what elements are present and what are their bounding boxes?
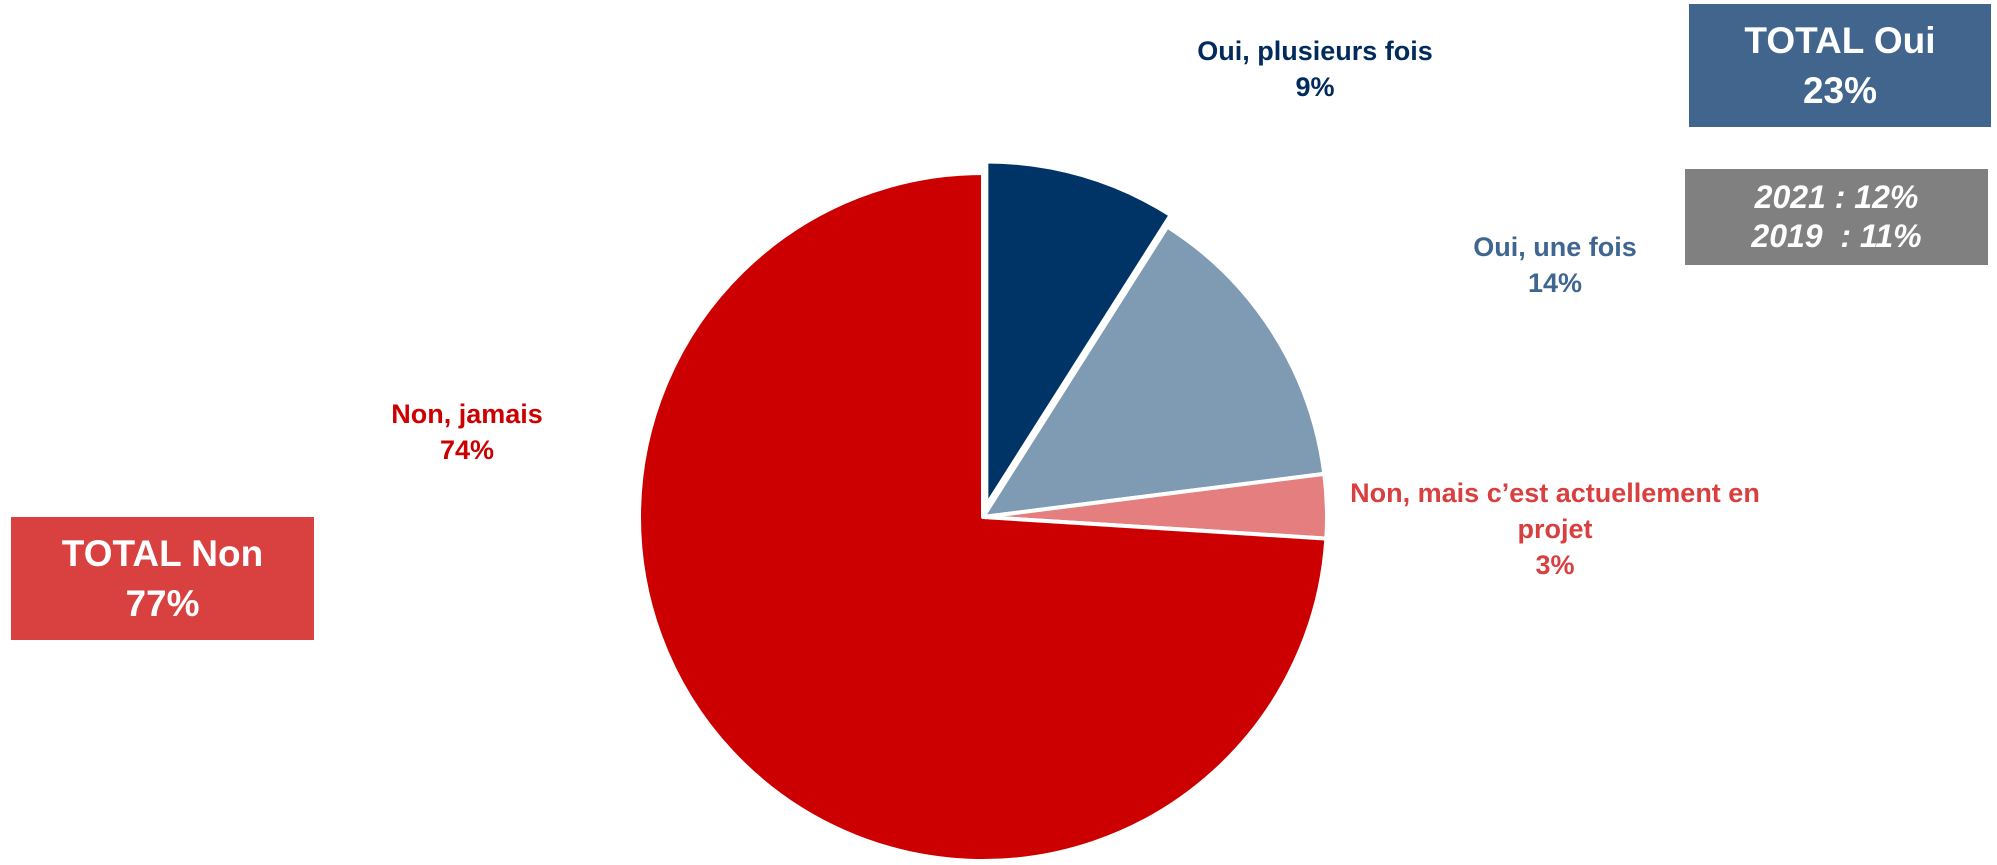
slice-label-oui-une-fois: Oui, une fois 14% <box>1445 229 1665 301</box>
slice-label-oui-plusieurs-fois: Oui, plusieurs fois 9% <box>1180 33 1450 105</box>
total-non-value: 77% <box>125 582 200 624</box>
slice-label-non-jamais: Non, jamais 74% <box>367 396 567 468</box>
slice-label-value: 3% <box>1535 550 1575 580</box>
history-2021: 2021 : 12% <box>1754 179 1919 215</box>
slice-label-value: 74% <box>439 435 495 465</box>
total-oui-box: TOTAL Oui 23% <box>1689 4 1991 127</box>
total-non-title: TOTAL Non <box>61 532 264 574</box>
slice-oui-une-fois <box>981 224 1327 519</box>
slice-oui-plusieurs-fois <box>984 159 1173 508</box>
slice-label-name: Oui, plusieurs fois <box>1197 36 1433 66</box>
slice-label-value: 9% <box>1295 72 1335 102</box>
total-non-box: TOTAL Non 77% <box>11 517 314 640</box>
slice-label-name: Oui, une fois <box>1473 232 1637 262</box>
slice-label-value: 14% <box>1527 268 1583 298</box>
slice-non-jamais <box>637 171 1329 863</box>
slice-label-non-en-projet: Non, mais c’est actuellement en projet 3… <box>1345 475 1765 583</box>
slice-label-name: Non, mais c’est actuellement en projet <box>1350 478 1760 544</box>
history-2019: 2019 : 11% <box>1751 218 1922 254</box>
total-oui-value: 23% <box>1802 69 1878 111</box>
slice-label-name: Non, jamais <box>391 399 543 429</box>
total-oui-title: TOTAL Oui <box>1744 19 1936 61</box>
history-box: 2021 : 12% 2019 : 11% <box>1685 169 1988 265</box>
